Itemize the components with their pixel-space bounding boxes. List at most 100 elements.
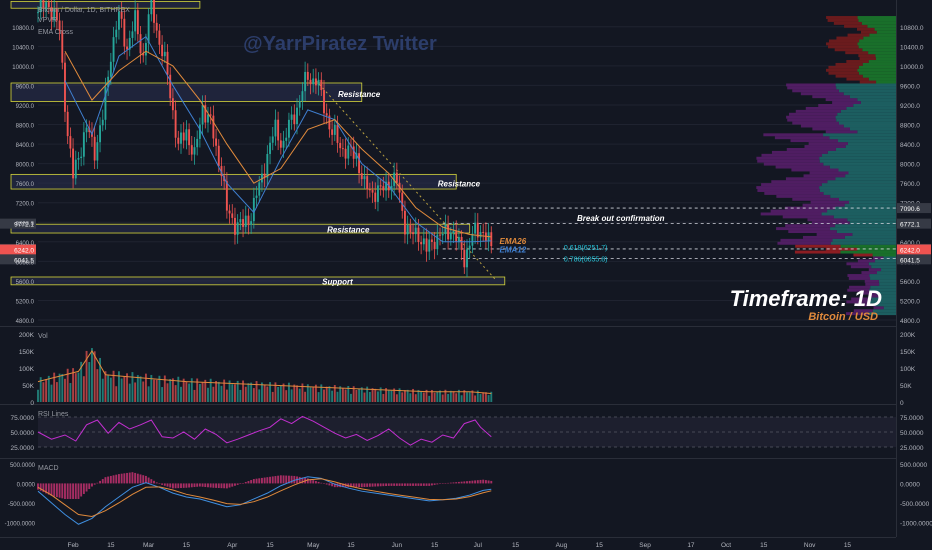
volume-bar [198, 383, 201, 402]
volume-bar [474, 395, 477, 402]
vpvr-up-bar [876, 80, 896, 84]
vpvr-down-bar [844, 24, 868, 28]
vpvr-down-bar [859, 80, 877, 84]
candle-body [209, 114, 212, 116]
volume-bar [239, 389, 242, 402]
candle-body [234, 217, 236, 235]
price-axis[interactable]: 10800.0 10400.0 10000.0 9600.0 9200.0 8800.0 8… [897, 25, 931, 325]
candle-body [406, 225, 409, 235]
macd-histogram-bar [385, 483, 388, 487]
time-tick-label: 15 [596, 542, 604, 549]
candle-body [263, 173, 266, 178]
macd-histogram-bar [174, 483, 177, 489]
vpvr-up-bar [836, 118, 896, 122]
volume-bar [166, 383, 169, 402]
volume-bar [109, 377, 112, 402]
macd-pane[interactable]: 500.0000 500.0000 0.0000 0.0000 -500.0000 -50… [5, 462, 932, 527]
candle-body [341, 148, 344, 150]
macd-histogram-bar [115, 474, 118, 484]
volume-bar [471, 390, 474, 402]
candle-body [169, 74, 172, 99]
vpvr-up-bar [875, 57, 896, 61]
volume-bar [101, 378, 104, 402]
price-pane[interactable]: Resistance Resistance Resistance Support Bre… [10, 0, 896, 321]
candle-body [439, 234, 441, 236]
candle-body [403, 210, 406, 235]
macd-histogram-bar [320, 482, 323, 484]
vpvr-up-bar [858, 45, 896, 49]
vpvr-down-bar [828, 71, 859, 75]
candle-body [490, 232, 493, 247]
vpvr-up-bar [838, 197, 896, 201]
vpvr-down-bar [795, 109, 841, 113]
macd-histogram-bar [487, 480, 490, 484]
candle-body [279, 140, 282, 148]
macd-histogram-bar [93, 483, 96, 485]
macd-histogram-bar [42, 483, 45, 493]
annotation-label: 0.786(6055.8) [564, 256, 608, 263]
vpvr-up-bar [868, 51, 896, 55]
macd-histogram-bar [247, 481, 250, 484]
volume-bar [126, 373, 128, 402]
vpvr-down-bar [774, 136, 830, 140]
macd-histogram-bar [158, 483, 161, 485]
vpvr-up-bar [827, 209, 896, 213]
macd-histogram-bar [225, 483, 228, 489]
macd-histogram-bar [463, 481, 466, 484]
candle-body [290, 114, 293, 120]
right-price-tag [897, 218, 931, 229]
macd-histogram-bar [457, 481, 460, 484]
vpvr-up-bar [857, 130, 896, 134]
candle-body [333, 124, 336, 135]
candle-body [385, 181, 388, 191]
candle-body [304, 71, 307, 92]
candle-body [312, 78, 315, 85]
candle-body [433, 241, 436, 250]
candle-body [128, 37, 131, 50]
vpvr-down-bar [857, 259, 876, 263]
vpvr-down-bar [777, 241, 831, 245]
vpvr-down-bar [868, 268, 882, 272]
time-tick-label: Jul [474, 542, 483, 549]
vpvr-up-bar [833, 215, 896, 219]
rsi-tick-label-left: 75.0000 [11, 415, 35, 422]
volume-bar [150, 374, 153, 402]
macd-histogram-bar [331, 483, 334, 487]
candle-body [358, 153, 361, 174]
vpvr-down-bar [761, 153, 823, 157]
volume-bar [306, 384, 309, 402]
vpvr-up-bar [881, 268, 896, 272]
macd-histogram-bar [69, 483, 72, 499]
volume-bar [260, 382, 263, 402]
right-price-text: 6772.1 [900, 222, 920, 229]
macd-histogram-bar [64, 483, 66, 499]
left-price-tag [0, 244, 36, 255]
volume-bar [425, 389, 428, 402]
vpvr-up-bar [879, 282, 896, 286]
macd-histogram-bar [101, 479, 104, 484]
time-axis[interactable]: Feb 15 Mar 15 Apr 15 May 15 Jun 15 Jul 15 Aug 15 Sep 17… [67, 542, 851, 549]
price-tick-label: 9200.0 [900, 103, 920, 110]
candle-body [269, 142, 271, 154]
volume-bar [347, 385, 350, 402]
volume-bar [344, 389, 347, 402]
volume-bar [287, 382, 290, 402]
zone-box [10, 0, 201, 9]
volume-bar [317, 392, 320, 402]
candle-body [314, 78, 317, 86]
macd-histogram-bar [279, 475, 282, 484]
volume-tick-label-left: 200K [19, 332, 35, 339]
volume-pane[interactable]: 200K 150K 100K 50K 0 200K 150K 100K 50K 0 [19, 332, 916, 407]
candle-body [55, 9, 58, 21]
vpvr-down-bar [864, 279, 879, 283]
candle-body [277, 119, 280, 141]
ema26-line [64, 50, 492, 238]
candle-body [425, 238, 428, 252]
time-tick-label: Nov [804, 542, 816, 549]
macd-histogram-bar [207, 483, 209, 488]
vpvr-up-bar [845, 174, 896, 178]
rsi-pane[interactable]: 75.0000 75.0000 50.0000 50.0000 25.0000 25.00… [11, 415, 924, 452]
macd-histogram-bar [58, 483, 61, 498]
volume-bar [82, 376, 85, 402]
